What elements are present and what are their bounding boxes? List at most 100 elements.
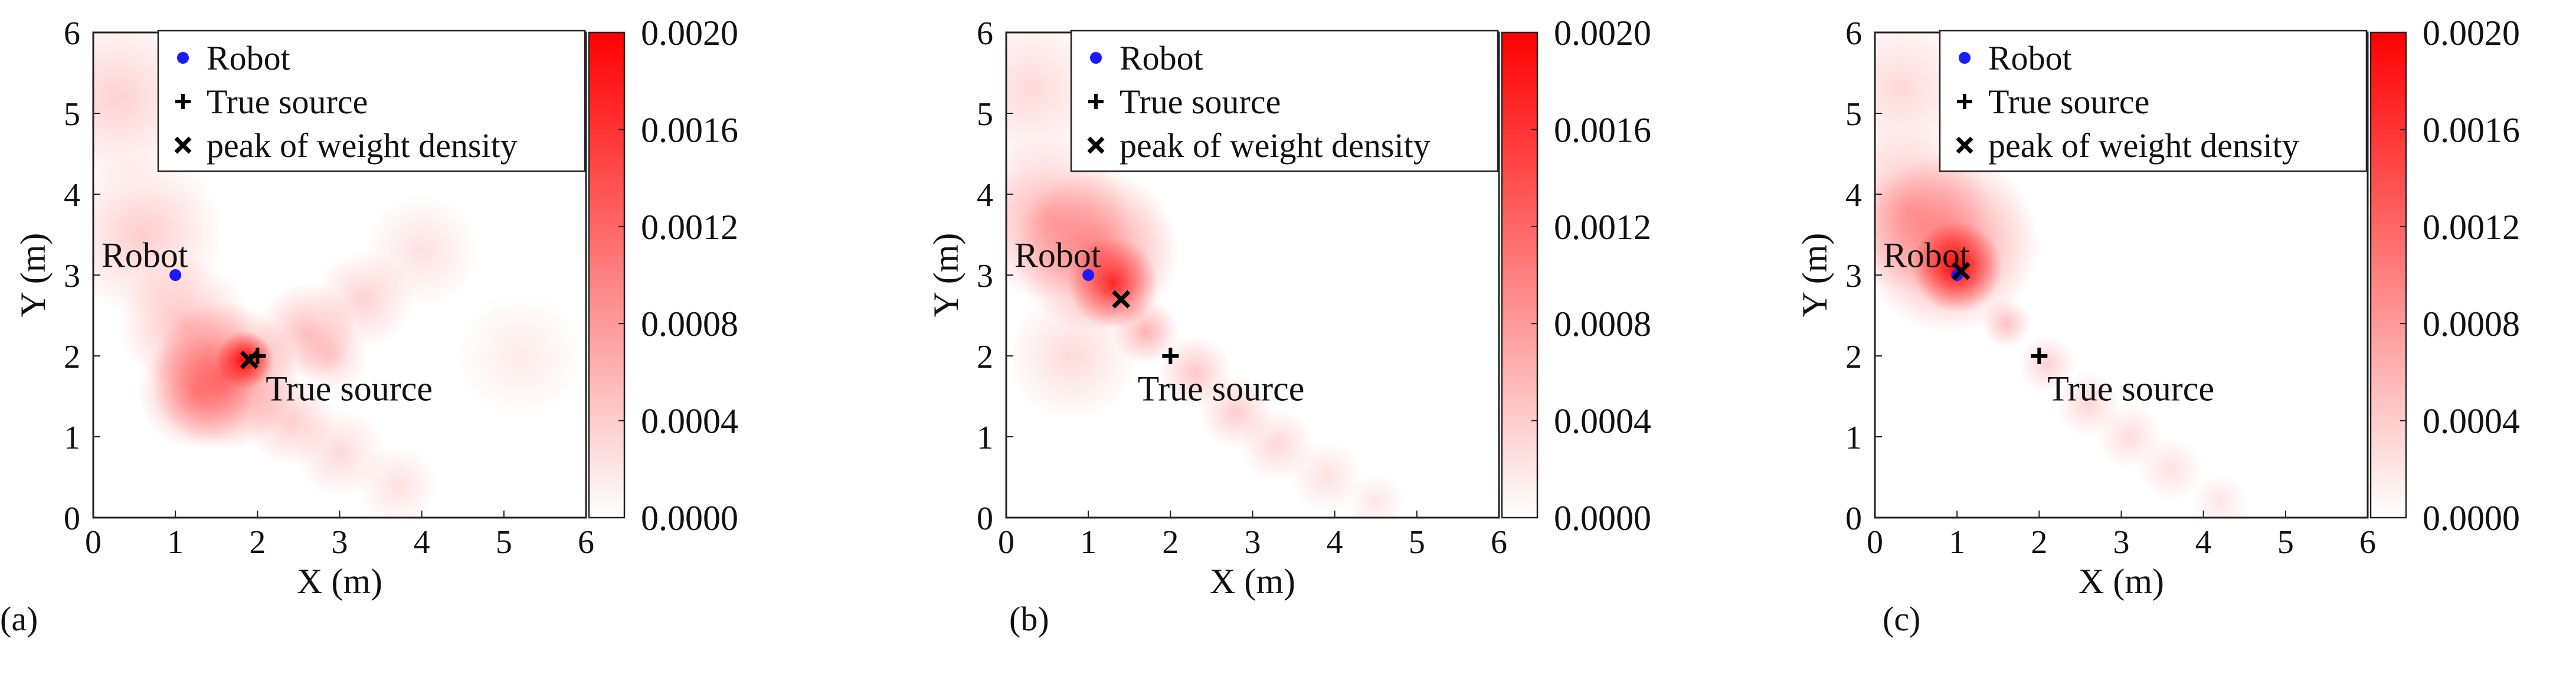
legend: Robot True source peak of weight density	[157, 30, 586, 172]
y-tick-label: 2	[64, 339, 80, 375]
x-tick-label: 6	[1491, 524, 1507, 561]
x-tick-label: 0	[998, 524, 1014, 561]
colorbar-gradient	[588, 31, 626, 519]
legend-label: True source	[1120, 83, 1281, 121]
colorbar-tick-label: 0.0012	[641, 208, 738, 247]
colorbar-tick-label: 0.0004	[2423, 402, 2520, 441]
peak-marker	[240, 351, 258, 369]
colorbar-tick-label: 0.0016	[641, 110, 738, 149]
colorbar-tick-label: 0.0020	[2423, 14, 2520, 53]
legend-box	[1070, 30, 1499, 172]
legend-robot-marker	[177, 52, 189, 64]
robot-marker	[1082, 269, 1095, 281]
y-tick-label: 6	[64, 15, 80, 52]
density-blob	[2191, 472, 2249, 518]
colorbar-tick-label: 0.0008	[2423, 305, 2520, 344]
colorbar-tick-label: 0.0000	[641, 499, 738, 538]
legend-cross-b	[1956, 136, 1973, 154]
legend-label: Robot	[207, 39, 290, 77]
legend-label: peak of weight density	[1988, 126, 2299, 165]
density-blob	[1981, 299, 2031, 348]
x-tick-label: 1	[1080, 524, 1096, 561]
density-blob	[294, 319, 369, 393]
x-tick-label: 4	[1327, 524, 1343, 561]
cross-b	[240, 351, 258, 369]
x-tick-label: 3	[332, 524, 348, 561]
y-tick-label: 2	[977, 339, 993, 375]
panel-letter: (b)	[1009, 600, 1049, 638]
colorbar-tick-label: 0.0012	[1554, 208, 1651, 247]
colorbar-tick-label: 0.0016	[2423, 110, 2520, 149]
density-blob	[356, 444, 438, 518]
legend-box	[157, 30, 586, 172]
density-blob	[454, 290, 586, 422]
y-axis-label: Y (m)	[1795, 233, 1834, 318]
x-tick-label: 0	[1867, 524, 1883, 561]
x-tick-label: 5	[1409, 524, 1425, 561]
legend-label: Robot	[1120, 39, 1203, 77]
cross-b	[1112, 290, 1131, 309]
colorbar-gradient	[2369, 31, 2407, 519]
legend-cross-b	[1087, 136, 1105, 154]
legend-label: True source	[1988, 83, 2149, 121]
y-tick-label: 5	[64, 96, 80, 133]
legend-label: peak of weight density	[207, 126, 518, 165]
x-tick-label: 3	[2113, 524, 2130, 561]
y-tick-label: 2	[1845, 339, 1862, 375]
colorbar-tick-label: 0.0016	[1554, 110, 1651, 149]
legend-robot-marker	[1959, 52, 1971, 64]
true-source-marker	[2031, 348, 2048, 364]
peak-marker	[1952, 261, 1971, 280]
x-tick-label: 4	[414, 524, 430, 561]
panel-letter: (c)	[1883, 600, 1920, 638]
colorbar-tick-label: 0.0008	[641, 305, 738, 344]
legend-label: Robot	[1988, 39, 2072, 77]
x-axis-label: X (m)	[1210, 562, 1295, 601]
y-tick-label: 3	[977, 258, 993, 295]
annotation-true-source: True source	[1138, 369, 1305, 408]
colorbar: 0.0000 0.0004 0.0008 0.0012 0.0016 0.0020	[1501, 14, 1651, 538]
x-tick-label: 5	[2277, 524, 2294, 561]
density-blob	[2138, 436, 2204, 502]
x-tick-label: 2	[2031, 524, 2047, 561]
y-tick-label: 1	[64, 420, 80, 456]
x-tick-label: 2	[1162, 524, 1179, 561]
colorbar: 0.0000 0.0004 0.0008 0.0012 0.0016 0.0020	[588, 14, 738, 538]
legend: Robot True source peak of weight density	[1070, 30, 1499, 172]
y-tick-label: 5	[977, 96, 993, 133]
panel-3: 0 1 2 3 4 5 6 0 1 2 3 4 5 6 X (m) Y (m) Robot True source…	[1795, 14, 2520, 638]
colorbar-gradient	[1501, 31, 1539, 519]
colorbar-tick-label: 0.0012	[2423, 208, 2520, 247]
x-tick-label: 5	[496, 524, 512, 561]
y-tick-label: 3	[64, 258, 80, 295]
density-blob	[1006, 290, 1138, 422]
y-tick-label: 4	[977, 177, 993, 214]
y-axis-label: Y (m)	[14, 233, 53, 318]
y-tick-label: 5	[1845, 96, 1862, 133]
y-tick-label: 1	[1845, 420, 1862, 456]
density-blob	[117, 257, 250, 390]
y-tick-label: 6	[977, 15, 993, 52]
colorbar-tick-label: 0.0020	[1554, 14, 1651, 53]
robot-marker	[169, 269, 182, 281]
legend: Robot True source peak of weight density	[1939, 30, 2368, 172]
colorbar-tick-label: 0.0000	[2423, 499, 2520, 538]
x-axis-label: X (m)	[297, 562, 382, 601]
y-tick-label: 4	[64, 177, 80, 214]
colorbar-tick-label: 0.0000	[1554, 499, 1651, 538]
peak-marker	[1112, 290, 1131, 309]
y-tick-label: 3	[1845, 258, 1862, 295]
annotation-true-source: True source	[2047, 369, 2214, 408]
colorbar: 0.0000 0.0004 0.0008 0.0012 0.0016 0.0020	[2369, 14, 2520, 538]
annotation-true-source: True source	[266, 369, 433, 408]
x-tick-label: 6	[2359, 524, 2376, 561]
y-tick-label: 4	[1845, 177, 1862, 214]
annotation-robot: Robot	[102, 236, 188, 274]
colorbar-tick-label: 0.0004	[641, 402, 738, 441]
legend-robot-marker	[1090, 52, 1102, 64]
y-tick-label: 1	[977, 420, 993, 456]
colorbar-tick-label: 0.0020	[641, 14, 738, 53]
panel-1: 0 1 2 3 4 5 6 0 1 2 3 4 5 6 X (m) Y (m) Robot True source…	[0, 14, 738, 638]
y-tick-label: 0	[64, 501, 80, 537]
